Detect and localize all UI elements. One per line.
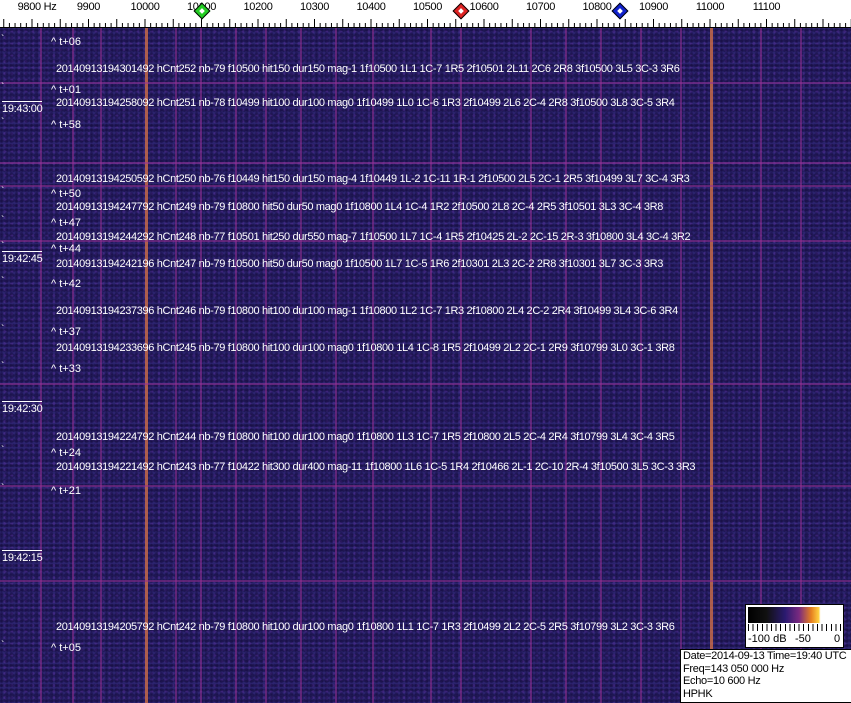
frequency-line [145,28,148,703]
axis-ticks [0,19,851,28]
detection-record: 20140913194205792 hCnt242 nb-79 f10800 h… [56,621,675,633]
time-label: 19:42:15 [2,550,43,564]
frequency-line [680,28,682,703]
offset-label: ^ t+50 [51,188,81,200]
row-tick: ` [1,483,5,494]
row-tick: ` [1,640,5,651]
time-line [0,485,851,487]
frequency-line [800,28,802,703]
time-line [0,162,851,164]
offset-label: ^ t+47 [51,217,81,229]
detection-record: 20140913194258092 hCnt251 nb-78 f10499 h… [56,97,675,109]
row-tick: ` [1,276,5,287]
axis-label: 11100 [752,1,781,13]
time-line [0,383,851,385]
detection-record: 20140913194247792 hCnt249 nb-79 f10800 h… [56,201,663,213]
row-tick: ` [1,215,5,226]
info-echo: Echo=10 600 Hz [683,675,761,687]
axis-unit-label: 9800 Hz [17,1,57,13]
frequency-line [175,28,177,703]
axis-label: 11000 [695,1,725,13]
axis-label: 10800 [582,1,612,13]
frequency-line [760,28,762,703]
frequency-line [40,28,42,703]
time-line [0,240,851,242]
row-tick: ` [1,445,5,456]
time-line [0,185,851,187]
frequency-line [200,28,202,703]
detection-record: 20140913194301492 hCnt252 nb-79 f10500 h… [56,63,680,75]
offset-label: ^ t+33 [51,363,81,375]
spectrogram[interactable]: 19:43:00 19:42:45 19:42:30 19:42:15 ^ t+06 `… [0,28,851,703]
row-tick: ` [1,34,5,45]
detection-record: 20140913194221492 hCnt243 nb-77 f10422 h… [56,461,696,473]
frequency-line [710,28,713,703]
frequency-line [72,28,74,703]
offset-label: ^ t+44 [51,243,81,255]
axis-label: 10400 [356,1,386,13]
row-tick: ` [1,117,5,128]
color-scale-ticks [748,624,841,631]
info-station: HPHK [683,687,713,700]
color-scale: -100 dB -50 0 [745,604,844,648]
offset-label: ^ t+58 [51,119,81,131]
axis-label: 10500 [412,1,443,13]
frequency-line [235,28,237,703]
frequency-line [430,28,432,703]
info-date-time: Date=2014-09-13 Time=19:40 UTC [683,650,847,662]
axis-label: 10300 [299,1,330,13]
offset-label: ^ t+01 [51,84,81,96]
color-label-min: -100 dB [748,633,787,645]
frequency-line [530,28,532,703]
row-tick: ` [1,241,5,252]
offset-label: ^ t+37 [51,326,81,338]
offset-label: ^ t+05 [51,642,81,654]
offset-label: ^ t+21 [51,485,81,497]
info-box: Date=2014-09-13 Time=19:40 UTC Freq=143 … [680,649,851,703]
row-tick: ` [1,82,5,93]
detection-record: 20140913194244292 hCnt248 nb-77 f10501 h… [56,231,691,243]
detection-record: 20140913194237396 hCnt246 nb-79 f10800 h… [56,305,678,317]
detection-record: 20140913194242196 hCnt247 nb-79 f10500 h… [56,258,663,270]
frequency-line [460,28,462,703]
frequency-axis: 9800 Hz 99001000010100102001030010400105… [0,0,851,28]
detection-record: 20140913194233696 hCnt245 nb-79 f10800 h… [56,342,675,354]
detection-record: 20140913194224792 hCnt244 nb-79 f10800 h… [56,431,675,443]
axis-label: 10000 [130,1,160,13]
axis-label: 10700 [525,1,556,13]
row-tick: ` [1,361,5,372]
color-label-max: 0 [834,633,841,645]
time-label: 19:42:45 [2,251,43,265]
detection-record: 20140913194250592 hCnt250 nb-76 f10449 h… [56,173,690,185]
time-line [0,82,851,84]
frequency-line [600,28,602,703]
frequency-line [372,28,374,703]
axis-label: 9900 [76,1,101,13]
info-frequency: Freq=143 050 000 Hz [683,662,785,675]
offset-label: ^ t+06 [51,36,81,48]
frequency-line [265,28,267,703]
frequency-line [100,28,102,703]
color-label-mid: -50 [795,633,811,645]
row-tick: ` [1,324,5,335]
axis-label: 10600 [469,1,499,13]
frequency-line [300,28,302,703]
frequency-line [335,28,337,703]
offset-label: ^ t+42 [51,278,81,290]
time-label: 19:43:00 [2,101,43,115]
time-label: 19:42:30 [2,401,43,415]
axis-label: 10200 [243,1,273,13]
frequency-line [640,28,642,703]
offset-label: ^ t+24 [51,447,81,459]
axis-label: 10900 [638,1,669,13]
color-gradient [748,607,841,623]
row-tick: ` [1,186,5,197]
frequency-line [565,28,567,703]
time-line [0,580,851,582]
